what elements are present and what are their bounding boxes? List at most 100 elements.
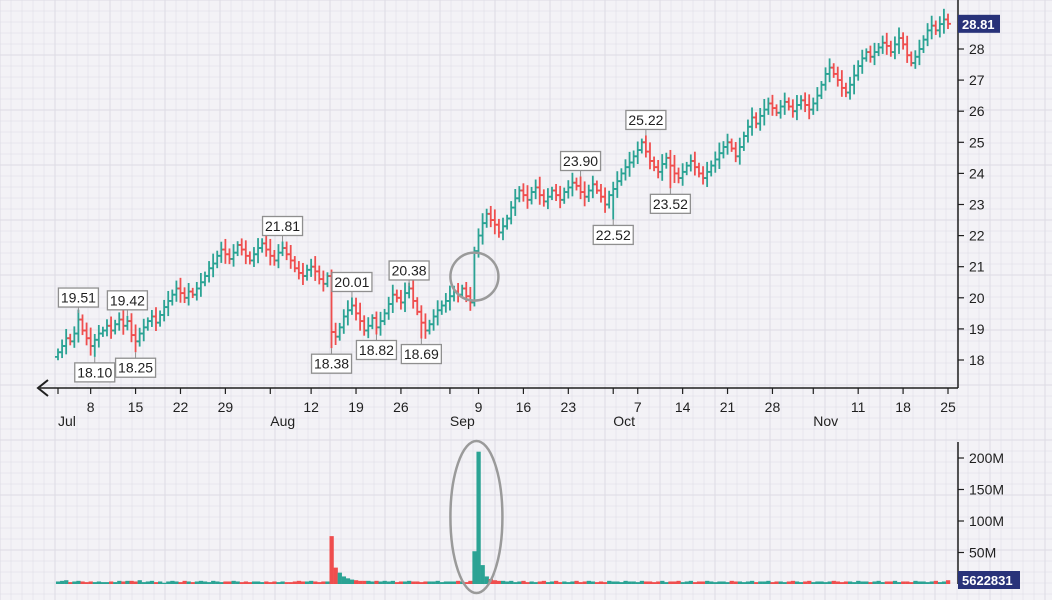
price-bar xyxy=(887,40,894,57)
price-label: 23.90 xyxy=(559,150,602,177)
volume-bar xyxy=(909,582,914,584)
volume-bar xyxy=(570,581,575,584)
price-bar xyxy=(201,271,208,287)
volume-bar xyxy=(296,580,302,584)
volume-bar xyxy=(492,580,498,584)
volume-bar xyxy=(917,581,922,584)
price-bar xyxy=(557,185,564,209)
x-tick-label: 16 xyxy=(516,399,532,415)
x-tick-label: 29 xyxy=(218,399,234,415)
volume-bar xyxy=(598,581,604,584)
price-bar xyxy=(565,180,572,199)
volume-bar xyxy=(162,582,167,584)
price-bar xyxy=(381,308,388,326)
volume-bar xyxy=(64,580,69,584)
volume-bar xyxy=(476,451,481,584)
price-bar xyxy=(361,315,368,336)
label-text: 25.22 xyxy=(628,112,663,128)
volume-bar xyxy=(349,579,355,584)
volume-bar xyxy=(709,581,714,584)
volume-bar xyxy=(745,581,751,584)
price-bar xyxy=(532,179,539,200)
volume-bar xyxy=(672,581,677,584)
volume-bar xyxy=(272,581,277,584)
volume-bar xyxy=(692,582,698,584)
volume-bar xyxy=(721,581,726,584)
volume-bar xyxy=(456,580,461,584)
price-bar xyxy=(471,246,478,307)
volume-bar xyxy=(419,582,424,584)
label-text: 20.01 xyxy=(334,274,369,290)
x-tick-label: 28 xyxy=(765,399,781,415)
price-bar xyxy=(369,314,376,330)
volume-bar xyxy=(566,582,571,584)
label-box xyxy=(331,271,373,293)
volume-bar xyxy=(823,582,828,584)
volume-bar xyxy=(166,581,171,584)
volume-bar xyxy=(178,582,183,584)
volume-bar xyxy=(790,580,796,584)
price-tick-label: 25 xyxy=(969,134,985,150)
label-text: 23.90 xyxy=(563,153,598,169)
price-bar xyxy=(671,154,678,183)
label-box xyxy=(57,287,100,308)
price-bar xyxy=(781,92,788,115)
volume-bar xyxy=(623,580,628,584)
volume-bar xyxy=(194,581,200,584)
price-bar xyxy=(320,270,327,292)
label-text: 18.38 xyxy=(314,356,349,372)
volume-bar xyxy=(411,581,416,584)
volume-bar xyxy=(717,581,722,584)
price-bar xyxy=(834,66,841,87)
volume-bar xyxy=(358,580,363,584)
volume-bar xyxy=(447,581,453,584)
label-box xyxy=(400,343,442,365)
highlight-circle xyxy=(449,251,500,302)
volume-bar xyxy=(688,580,694,584)
volume-bar xyxy=(762,581,767,584)
volume-bar xyxy=(104,582,110,584)
label-box xyxy=(625,109,667,131)
volume-bar xyxy=(856,580,861,584)
price-bar xyxy=(426,319,433,335)
price-bar xyxy=(495,218,502,238)
volume-bar xyxy=(329,536,334,584)
volume-bar xyxy=(264,581,269,584)
price-bar xyxy=(622,159,629,181)
volume-bar xyxy=(198,580,204,584)
volume-bar xyxy=(423,581,428,584)
price-bar xyxy=(867,45,874,63)
volume-bar xyxy=(701,581,706,584)
label-text: 22.52 xyxy=(596,227,631,243)
price-label: 23.52 xyxy=(649,188,692,214)
price-bar xyxy=(618,168,625,186)
price-bar xyxy=(606,190,613,209)
volume-bar xyxy=(341,576,347,584)
volume-bar xyxy=(280,581,285,584)
volume-bar xyxy=(60,580,65,584)
price-bar xyxy=(818,81,825,100)
volume-bar xyxy=(611,581,616,584)
volume-bar xyxy=(472,551,477,584)
x-tick-label: 25 xyxy=(940,399,956,415)
volume-bar xyxy=(68,582,73,584)
arrow-left-icon xyxy=(36,379,49,397)
price-label: 21.81 xyxy=(261,215,304,242)
label-text: 23.52 xyxy=(653,196,688,212)
volume-bar xyxy=(905,581,910,584)
price-bar xyxy=(304,264,311,281)
price-bar xyxy=(561,187,568,204)
price-bar xyxy=(928,15,935,40)
label-text: 19.51 xyxy=(61,290,96,306)
volume-bar xyxy=(182,580,187,584)
volume-bar xyxy=(749,580,755,584)
label-text: 18.82 xyxy=(359,342,394,358)
price-bar xyxy=(504,214,511,230)
label-box xyxy=(649,193,692,214)
price-bar xyxy=(736,137,743,165)
volume-bar xyxy=(468,580,473,584)
volume-bar xyxy=(378,581,383,584)
volume-tick-label: 50M xyxy=(969,545,996,561)
price-label: 18.69 xyxy=(400,338,442,365)
price-bar xyxy=(173,280,180,302)
